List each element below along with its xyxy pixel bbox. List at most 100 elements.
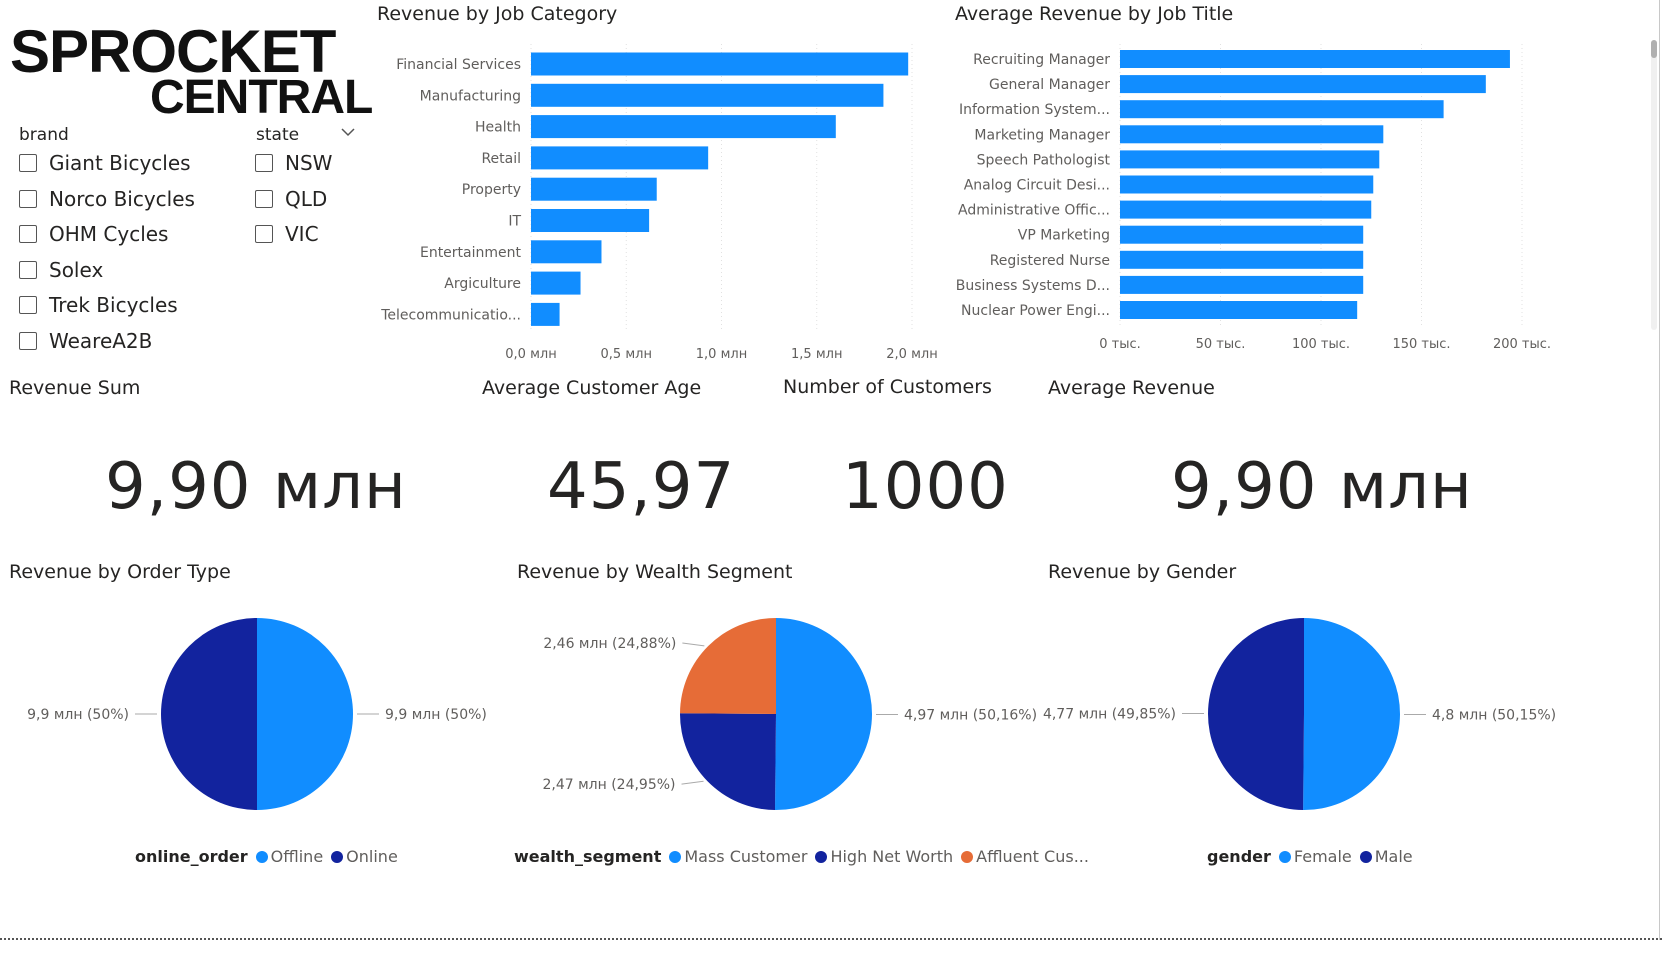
brand-slicer-item[interactable]: Norco Bicycles bbox=[19, 187, 195, 211]
legend-item[interactable]: Male bbox=[1359, 847, 1413, 866]
bar[interactable] bbox=[1120, 175, 1374, 194]
bar[interactable] bbox=[1120, 100, 1444, 119]
checkbox[interactable] bbox=[255, 154, 273, 172]
legend-dot-icon bbox=[331, 850, 344, 863]
sprocket-central-logo: SPROCKET CENTRAL bbox=[10, 22, 380, 126]
page-right-edge bbox=[1659, 0, 1660, 940]
brand-slicer-item[interactable]: OHM Cycles bbox=[19, 222, 168, 246]
pie-slice[interactable] bbox=[680, 713, 776, 810]
bar[interactable] bbox=[1120, 225, 1364, 244]
category-label: IT bbox=[508, 214, 521, 230]
legend-item[interactable]: Offline bbox=[255, 847, 323, 866]
bar[interactable] bbox=[531, 146, 709, 170]
legend-dot-icon bbox=[1359, 850, 1372, 863]
legend-dot-icon bbox=[815, 850, 828, 863]
brand-slicer-item-label: Giant Bicycles bbox=[49, 151, 191, 175]
bar[interactable] bbox=[531, 115, 836, 139]
pie-slice[interactable] bbox=[680, 618, 776, 714]
bar[interactable] bbox=[1120, 125, 1384, 144]
brand-slicer-item[interactable]: Giant Bicycles bbox=[19, 151, 191, 175]
brand-slicer-item-label: OHM Cycles bbox=[49, 222, 169, 247]
brand-slicer-item[interactable]: Trek Bicycles bbox=[19, 293, 178, 317]
bar[interactable] bbox=[1120, 50, 1510, 68]
checkbox[interactable] bbox=[19, 296, 37, 315]
data-label: 9,9 млн (50%) bbox=[385, 707, 487, 723]
legend-item[interactable]: High Net Worth bbox=[815, 847, 953, 866]
avg-age-title: Average Customer Age bbox=[482, 377, 702, 399]
bar[interactable] bbox=[1120, 250, 1364, 269]
bar[interactable] bbox=[531, 209, 650, 232]
category-label: Retail bbox=[481, 151, 521, 167]
legend-dot-icon bbox=[961, 850, 974, 863]
bar[interactable] bbox=[531, 240, 602, 264]
bar[interactable] bbox=[531, 177, 657, 201]
job-title-chart-title: Average Revenue by Job Title bbox=[955, 3, 1234, 25]
data-label: 2,46 млн (24,88%) bbox=[543, 636, 676, 652]
bar[interactable] bbox=[531, 83, 884, 107]
category-label: Health bbox=[475, 120, 521, 136]
category-label: Financial Services bbox=[396, 57, 521, 73]
state-slicer-item[interactable]: VIC bbox=[255, 222, 319, 246]
pie-slice[interactable] bbox=[161, 618, 257, 810]
legend-item-label: Online bbox=[346, 847, 398, 866]
logo-line-1: SPROCKET bbox=[10, 18, 336, 85]
bar[interactable] bbox=[1120, 75, 1486, 94]
pie-slice[interactable] bbox=[1207, 618, 1304, 810]
data-label: 4,8 млн (50,15%) bbox=[1432, 707, 1556, 723]
checkbox[interactable] bbox=[255, 225, 273, 244]
job-category-chart-title: Revenue by Job Category bbox=[377, 3, 618, 25]
bar[interactable] bbox=[1120, 200, 1372, 219]
bar[interactable] bbox=[1120, 150, 1380, 169]
scrollbar-thumb[interactable] bbox=[1651, 40, 1657, 58]
checkbox[interactable] bbox=[19, 332, 37, 350]
order-type-chart-title: Revenue by Order Type bbox=[9, 561, 231, 583]
chart-scrollbar[interactable] bbox=[1651, 40, 1657, 330]
job-category-bar-chart: 0,0 млн 0,5 млн 1,0 млн 1,5 млн 2,0 млн Finan… bbox=[380, 44, 938, 362]
state-slicer-item[interactable]: QLD bbox=[255, 187, 327, 211]
legend-item-label: Female bbox=[1293, 847, 1352, 866]
pie-slice[interactable] bbox=[775, 618, 872, 810]
bar[interactable] bbox=[531, 271, 581, 295]
state-slicer-item[interactable]: NSW bbox=[255, 151, 332, 175]
num-customers-value: 1000 bbox=[842, 450, 1009, 524]
bar[interactable] bbox=[531, 52, 909, 76]
legend-item-label: Mass Customer bbox=[684, 847, 808, 866]
avg-revenue-value: 9,90 млн bbox=[1171, 450, 1473, 524]
x-tick-label: 1,0 млн bbox=[696, 347, 747, 362]
revenue-sum-title: Revenue Sum bbox=[9, 377, 141, 399]
category-label: VP Marketing bbox=[1018, 228, 1110, 244]
checkbox[interactable] bbox=[255, 189, 273, 208]
logo-line-2: CENTRAL bbox=[150, 71, 373, 124]
checkbox[interactable] bbox=[19, 189, 37, 208]
legend-item[interactable]: Affluent Cus... bbox=[961, 847, 1089, 866]
checkbox[interactable] bbox=[19, 260, 37, 279]
category-label: Speech Pathologist bbox=[977, 152, 1111, 168]
category-label: Information System... bbox=[959, 102, 1110, 118]
bar[interactable] bbox=[1120, 301, 1358, 319]
brand-slicer-title: brand bbox=[19, 125, 69, 145]
legend-title: wealth_segment bbox=[514, 847, 662, 866]
category-label: Administrative Offic... bbox=[958, 203, 1110, 219]
checkbox[interactable] bbox=[19, 154, 37, 172]
legend-item[interactable]: Mass Customer bbox=[669, 847, 807, 866]
legend-dot-icon bbox=[255, 850, 268, 863]
bar[interactable] bbox=[531, 302, 560, 326]
pie-slice[interactable] bbox=[1303, 618, 1400, 810]
brand-slicer-item[interactable]: WeareA2B bbox=[19, 329, 152, 353]
pie-slice[interactable] bbox=[257, 618, 353, 810]
legend-item[interactable]: Female bbox=[1278, 847, 1352, 866]
wealth-segment-chart-title: Revenue by Wealth Segment bbox=[517, 561, 793, 583]
bar[interactable] bbox=[1120, 275, 1364, 294]
state-slicer-title: state bbox=[256, 125, 300, 145]
category-label: Marketing Manager bbox=[974, 127, 1110, 143]
brand-slicer-item[interactable]: Solex bbox=[19, 258, 103, 282]
x-tick-label: 0 тыс. bbox=[1099, 337, 1141, 352]
checkbox[interactable] bbox=[19, 225, 37, 244]
legend-dot-icon bbox=[1278, 850, 1291, 863]
legend-item[interactable]: Online bbox=[331, 847, 398, 866]
category-label: General Manager bbox=[989, 77, 1110, 93]
state-slicer-item-label: QLD bbox=[285, 186, 328, 211]
category-label: Analog Circuit Desi... bbox=[964, 178, 1110, 194]
chevron-down-icon[interactable] bbox=[340, 124, 356, 140]
legend-item-label: High Net Worth bbox=[830, 847, 954, 866]
